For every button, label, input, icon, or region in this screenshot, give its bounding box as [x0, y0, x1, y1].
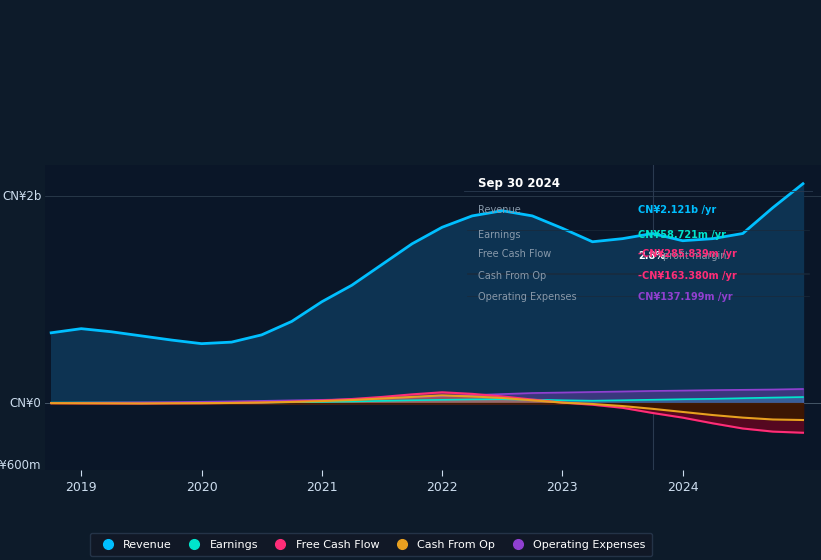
Text: CN¥2b: CN¥2b [2, 190, 41, 203]
Text: -CN¥163.380m /yr: -CN¥163.380m /yr [639, 271, 737, 281]
Text: -CN¥600m: -CN¥600m [0, 459, 41, 472]
Text: Earnings: Earnings [478, 230, 521, 240]
Text: CN¥2.121b /yr: CN¥2.121b /yr [639, 206, 717, 216]
Text: Free Cash Flow: Free Cash Flow [478, 249, 551, 259]
Text: Revenue: Revenue [478, 206, 521, 216]
Text: Cash From Op: Cash From Op [478, 271, 546, 281]
Text: Sep 30 2024: Sep 30 2024 [478, 177, 560, 190]
Text: profit margin: profit margin [663, 251, 727, 261]
Text: CN¥0: CN¥0 [10, 396, 41, 410]
Text: CN¥58.721m /yr: CN¥58.721m /yr [639, 230, 727, 240]
Text: -CN¥285.839m /yr: -CN¥285.839m /yr [639, 249, 737, 259]
Text: 2.8%: 2.8% [639, 251, 666, 261]
Legend: Revenue, Earnings, Free Cash Flow, Cash From Op, Operating Expenses: Revenue, Earnings, Free Cash Flow, Cash … [89, 533, 652, 557]
Text: Operating Expenses: Operating Expenses [478, 292, 576, 302]
Text: CN¥137.199m /yr: CN¥137.199m /yr [639, 292, 733, 302]
